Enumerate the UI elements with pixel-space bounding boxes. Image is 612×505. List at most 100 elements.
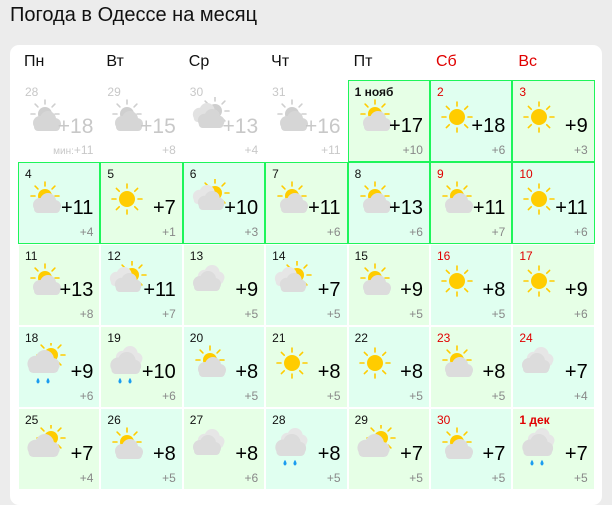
min-temperature: +6 bbox=[327, 225, 341, 239]
day-date: 29 bbox=[354, 413, 368, 427]
day-cell[interactable]: 3 +9 +3 bbox=[512, 80, 595, 162]
day-date: 10 bbox=[519, 167, 533, 181]
day-cell[interactable]: 29 +15 +8 bbox=[100, 80, 183, 162]
day-cell[interactable]: 20 +8 +5 bbox=[182, 326, 266, 408]
day-date: 12 bbox=[107, 249, 121, 263]
day-date: 1 дек bbox=[519, 413, 550, 427]
min-temperature: +6 bbox=[492, 143, 506, 157]
cloud-sun-rain-icon bbox=[23, 340, 67, 387]
day-date: 30 bbox=[189, 85, 204, 99]
day-date: 24 bbox=[519, 331, 533, 345]
min-value: +11 bbox=[321, 143, 341, 157]
min-temperature: +5 bbox=[244, 389, 258, 403]
min-temperature: +7 bbox=[492, 225, 506, 239]
day-date: 27 bbox=[189, 413, 204, 427]
min-temperature: +5 bbox=[409, 307, 423, 321]
day-cell[interactable]: 14 +7 +5 bbox=[265, 244, 348, 326]
day-cell[interactable]: 31 +16 +11 bbox=[265, 80, 348, 162]
day-cell[interactable]: 2 +18 +6 bbox=[429, 80, 513, 162]
day-cell[interactable]: 27 +8 +6 bbox=[182, 408, 266, 490]
min-temperature: +6 bbox=[80, 389, 94, 403]
weekday-1: Пн bbox=[24, 53, 45, 70]
min-value: +5 bbox=[491, 389, 506, 403]
max-temperature: +9 bbox=[235, 279, 259, 301]
day-date: 20 bbox=[189, 331, 204, 345]
day-cell[interactable]: 10 +11 +6 bbox=[512, 162, 595, 244]
min-value: +4 bbox=[244, 143, 259, 157]
day-cell[interactable]: 30 +13 +4 bbox=[182, 80, 266, 162]
day-cell[interactable]: 22 +8 +5 bbox=[347, 326, 430, 408]
weekday-header: Пн Вт Ср Чт Пт Сб Вс bbox=[18, 50, 595, 80]
max-temperature: +7 bbox=[482, 443, 506, 465]
day-cell[interactable]: 8 +13 +6 bbox=[347, 162, 430, 244]
day-cell[interactable]: 1 дек +7 +5 bbox=[512, 408, 595, 490]
weather-calendar: Пн Вт Ср Чт Пт Сб Вс 28 +18 мин:+11 29 +15 +8 30 +… bbox=[18, 50, 595, 490]
min-temperature: +5 bbox=[327, 307, 341, 321]
min-temperature: +5 bbox=[492, 389, 506, 403]
day-cell[interactable]: 23 +8 +5 bbox=[429, 326, 513, 408]
day-cell[interactable]: 11 +13 +8 bbox=[18, 244, 101, 326]
max-temperature: +9 bbox=[564, 115, 588, 137]
day-cell[interactable]: 16 +8 +5 bbox=[429, 244, 513, 326]
day-cell[interactable]: 4 +11 +4 bbox=[18, 162, 101, 244]
min-value: +6 bbox=[244, 471, 259, 485]
day-cell[interactable]: 6 +10 +3 bbox=[182, 162, 266, 244]
max-temperature: +11 bbox=[472, 197, 506, 219]
min-value: +5 bbox=[244, 389, 259, 403]
min-temperature: +6 bbox=[244, 471, 258, 485]
day-date: 28 bbox=[25, 85, 39, 99]
min-temperature: +4 bbox=[80, 471, 94, 485]
cloud-sun-icon bbox=[353, 423, 397, 469]
min-temperature: +6 bbox=[409, 225, 423, 239]
day-cell[interactable]: 13 +9 +5 bbox=[182, 244, 266, 326]
day-cell[interactable]: 17 +9 +6 bbox=[512, 244, 595, 326]
min-value: +5 bbox=[409, 307, 423, 321]
day-cell[interactable]: 15 +9 +5 bbox=[347, 244, 430, 326]
min-value: +6 bbox=[79, 389, 94, 403]
clouds-sun-icon bbox=[188, 96, 232, 141]
max-temperature: +9 bbox=[400, 279, 423, 301]
weekday-4: Чт bbox=[271, 53, 290, 70]
day-cell[interactable]: 1 нояб +17 +10 bbox=[347, 80, 430, 162]
day-cell[interactable]: 19 +10 +6 bbox=[100, 326, 183, 408]
weekday-3: Ср bbox=[188, 53, 210, 70]
max-temperature: +16 bbox=[304, 115, 341, 138]
min-value: +5 bbox=[491, 307, 506, 321]
min-value: +7 bbox=[162, 307, 176, 321]
clouds-icon bbox=[188, 425, 232, 469]
day-date: 1 нояб bbox=[354, 85, 394, 99]
day-cell[interactable]: 28 +8 +5 bbox=[265, 408, 348, 490]
max-temperature: +11 bbox=[143, 279, 176, 301]
max-temperature: +8 bbox=[482, 361, 506, 383]
day-date: 22 bbox=[354, 331, 368, 345]
day-date: 19 bbox=[107, 331, 121, 345]
min-value: +5 bbox=[326, 471, 341, 485]
day-cell[interactable]: 5 +7 +1 bbox=[100, 162, 183, 244]
max-temperature: +11 bbox=[555, 197, 588, 219]
day-cell[interactable]: 28 +18 мин:+11 bbox=[18, 80, 101, 162]
day-cell[interactable]: 9 +11 +7 bbox=[429, 162, 513, 244]
min-value: +3 bbox=[574, 143, 588, 157]
sun-icon bbox=[517, 179, 561, 223]
sun-cloud-icon bbox=[353, 97, 397, 141]
day-cell[interactable]: 30 +7 +5 bbox=[429, 408, 513, 490]
day-date: 11 bbox=[25, 249, 38, 263]
day-cell[interactable]: 24 +7 +4 bbox=[512, 326, 595, 408]
day-cell[interactable]: 29 +7 +5 bbox=[347, 408, 430, 490]
day-cell[interactable]: 25 +7 +4 bbox=[18, 408, 101, 490]
max-temperature: +9 bbox=[564, 279, 588, 301]
max-temperature: +13 bbox=[389, 197, 423, 219]
day-cell[interactable]: 7 +11 +6 bbox=[265, 162, 348, 244]
clouds-sun-icon bbox=[105, 260, 149, 305]
day-cell[interactable]: 21 +8 +5 bbox=[265, 326, 348, 408]
min-temperature: +5 bbox=[409, 389, 423, 403]
day-cell[interactable]: 26 +8 +5 bbox=[100, 408, 183, 490]
min-value: +5 bbox=[409, 471, 423, 485]
min-value: +6 bbox=[162, 389, 176, 403]
day-date: 4 bbox=[25, 167, 32, 181]
day-cell[interactable]: 12 +11 +7 bbox=[100, 244, 183, 326]
min-temperature: +10 bbox=[403, 143, 423, 157]
day-date: 16 bbox=[436, 249, 451, 263]
day-cell[interactable]: 18 +9 +6 bbox=[18, 326, 101, 408]
max-temperature: +11 bbox=[308, 197, 341, 219]
